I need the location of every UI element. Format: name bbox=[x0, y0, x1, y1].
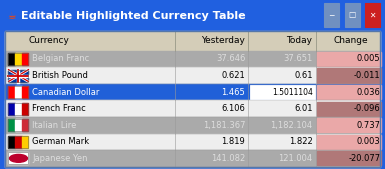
Text: 1,181.367: 1,181.367 bbox=[203, 121, 245, 130]
Bar bbox=[5, 150, 380, 167]
Text: German Mark: German Mark bbox=[32, 137, 89, 146]
Bar bbox=[317, 52, 381, 66]
Text: -0.096: -0.096 bbox=[354, 104, 380, 113]
Text: 0.036: 0.036 bbox=[357, 88, 380, 97]
Bar bbox=[8, 53, 28, 65]
Bar bbox=[22, 136, 28, 148]
Text: 1.5011104: 1.5011104 bbox=[272, 88, 313, 97]
Text: 0.61: 0.61 bbox=[294, 71, 313, 80]
Bar bbox=[22, 53, 28, 65]
Bar bbox=[15, 136, 22, 148]
Bar bbox=[15, 86, 22, 98]
Text: 1.465: 1.465 bbox=[221, 88, 245, 97]
Bar bbox=[15, 103, 22, 115]
Bar bbox=[22, 119, 28, 131]
Bar bbox=[365, 3, 380, 27]
Bar bbox=[8, 136, 15, 148]
Text: 1.819: 1.819 bbox=[221, 137, 245, 146]
Text: 1.822: 1.822 bbox=[289, 137, 313, 146]
Bar bbox=[317, 102, 381, 116]
Bar bbox=[5, 134, 380, 150]
Bar bbox=[5, 117, 380, 134]
Bar bbox=[5, 31, 380, 167]
Text: 0.003: 0.003 bbox=[357, 137, 380, 146]
Bar bbox=[22, 103, 28, 115]
Bar bbox=[8, 103, 15, 115]
Text: ✕: ✕ bbox=[370, 10, 376, 19]
Text: Currency: Currency bbox=[29, 37, 70, 45]
Bar bbox=[317, 85, 381, 99]
Bar bbox=[8, 70, 28, 81]
Bar bbox=[8, 70, 28, 81]
Bar bbox=[5, 51, 380, 67]
Bar bbox=[250, 85, 315, 99]
Bar bbox=[317, 135, 381, 149]
Bar bbox=[5, 31, 380, 51]
Circle shape bbox=[10, 154, 27, 162]
Text: 6.01: 6.01 bbox=[294, 104, 313, 113]
Bar bbox=[317, 68, 381, 83]
Text: Yesterday: Yesterday bbox=[201, 37, 244, 45]
Text: French Franc: French Franc bbox=[32, 104, 86, 113]
Bar bbox=[8, 86, 28, 98]
Bar bbox=[324, 3, 340, 27]
Text: Change: Change bbox=[333, 37, 368, 45]
Text: ☕: ☕ bbox=[7, 11, 16, 21]
Text: Canadian Dollar: Canadian Dollar bbox=[32, 88, 100, 97]
Text: Belgian Franc: Belgian Franc bbox=[32, 54, 90, 64]
Bar bbox=[5, 31, 380, 167]
Bar bbox=[8, 86, 15, 98]
Text: Editable Highlighted Currency Table: Editable Highlighted Currency Table bbox=[21, 11, 246, 21]
Text: 37.651: 37.651 bbox=[283, 54, 313, 64]
Text: -20.077: -20.077 bbox=[348, 154, 380, 163]
Text: ─: ─ bbox=[330, 10, 334, 19]
Bar bbox=[8, 136, 28, 148]
Bar bbox=[8, 119, 15, 131]
Text: 1,182.104: 1,182.104 bbox=[271, 121, 313, 130]
Bar bbox=[5, 100, 380, 117]
Text: Japanese Yen: Japanese Yen bbox=[32, 154, 88, 163]
Bar bbox=[345, 3, 360, 27]
Text: 0.005: 0.005 bbox=[357, 54, 380, 64]
Text: Today: Today bbox=[286, 37, 312, 45]
Bar bbox=[8, 152, 28, 164]
Bar bbox=[317, 151, 381, 165]
Bar bbox=[8, 119, 28, 131]
Bar bbox=[0, 0, 385, 31]
Bar bbox=[8, 152, 28, 164]
Text: British Pound: British Pound bbox=[32, 71, 88, 80]
Text: 0.737: 0.737 bbox=[357, 121, 380, 130]
Bar bbox=[317, 118, 381, 132]
Text: -0.011: -0.011 bbox=[354, 71, 380, 80]
Bar bbox=[15, 53, 22, 65]
Bar bbox=[5, 67, 380, 84]
Text: 6.106: 6.106 bbox=[221, 104, 245, 113]
Text: 141.082: 141.082 bbox=[211, 154, 245, 163]
Bar bbox=[8, 53, 15, 65]
Bar bbox=[8, 103, 28, 115]
Text: 0.621: 0.621 bbox=[221, 71, 245, 80]
Text: □: □ bbox=[348, 10, 356, 19]
Bar bbox=[15, 119, 22, 131]
Text: Italian Lire: Italian Lire bbox=[32, 121, 77, 130]
Text: 37.646: 37.646 bbox=[216, 54, 245, 64]
Text: 121.004: 121.004 bbox=[278, 154, 313, 163]
Bar bbox=[22, 86, 28, 98]
Bar bbox=[5, 84, 380, 100]
